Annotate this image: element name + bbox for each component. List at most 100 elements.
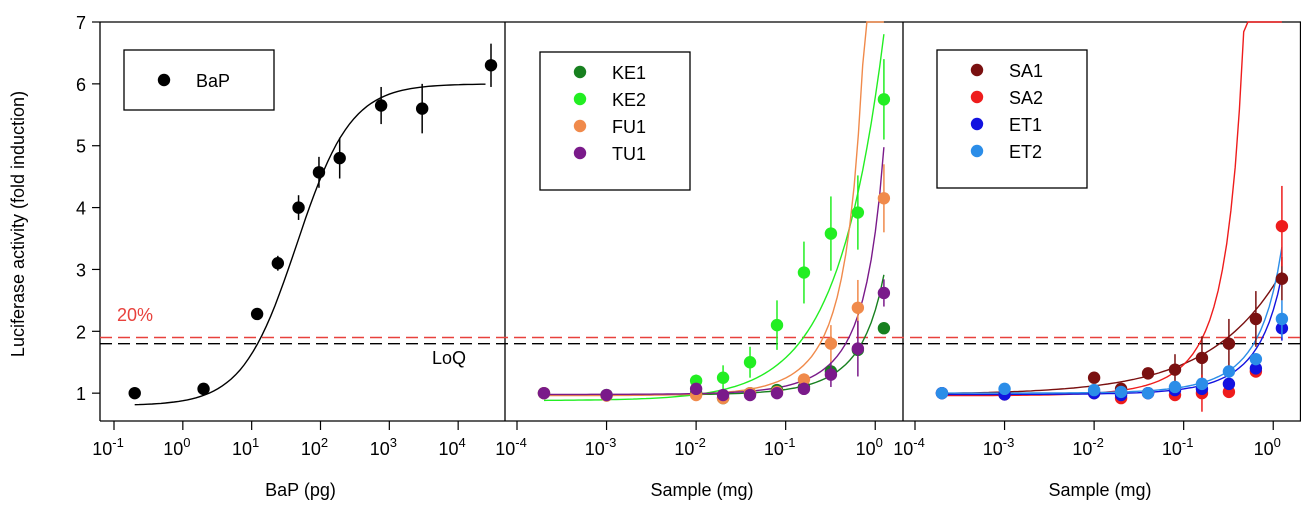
data-point-fu1 [851, 301, 865, 314]
data-point-et2 [1222, 365, 1236, 378]
legend-marker-tu1 [573, 146, 587, 160]
data-point-et2 [1275, 312, 1289, 326]
legend-label-ke1: KE1 [612, 63, 646, 83]
x-axis-title: Sample (mg) [1048, 480, 1151, 500]
data-point-tu1 [824, 368, 838, 381]
threshold-lines [100, 336, 1301, 345]
loq-label: LoQ [432, 348, 466, 368]
data-point-tu1 [877, 286, 891, 300]
legend-label-et1: ET1 [1009, 115, 1042, 135]
x-tick-label: 101 [232, 435, 259, 459]
legend-label-tu1: TU1 [612, 144, 646, 164]
data-point-sa2 [1275, 219, 1289, 233]
legend-label-ke2: KE2 [612, 90, 646, 110]
y-tick-label: 6 [76, 75, 86, 95]
data-point-fu1 [877, 192, 891, 205]
x-axis-title: Sample (mg) [650, 480, 753, 500]
x-tick-label: 10-1 [764, 435, 796, 459]
data-point-ke2 [743, 356, 757, 369]
data-point-sa1 [1195, 351, 1209, 365]
data-point-et2 [1114, 385, 1128, 399]
legend-box [936, 49, 1088, 189]
data-point-et2 [935, 386, 949, 400]
axes: 1 2 3 4 5 6 7 10-1 100 101 102 103 104 BaP (pg) 10-4 10… [76, 13, 1281, 500]
data-point-et1 [1249, 362, 1263, 375]
data-point-tu1 [716, 388, 730, 402]
data-point-bap [333, 151, 346, 165]
data-point-tu1 [537, 386, 551, 400]
data-point-et2 [1249, 352, 1263, 366]
data-point-bap [271, 257, 285, 270]
data-point-ke2 [716, 371, 730, 384]
data-points [128, 43, 1289, 412]
legend-marker-ke2 [573, 92, 587, 106]
x-tick-label: 100 [1254, 435, 1281, 459]
data-point-sa1 [1249, 312, 1263, 326]
data-point-ke2 [770, 318, 784, 332]
data-point-tu1 [770, 386, 784, 400]
legend-marker-et1 [970, 117, 984, 131]
data-point-et1 [1222, 377, 1236, 391]
data-point-ke2 [824, 227, 838, 240]
data-point-sa1 [1168, 363, 1182, 376]
data-point-tu1 [851, 342, 865, 355]
fit-curves [134, 21, 1283, 406]
data-point-ke1 [877, 322, 891, 335]
x-tick-label: 103 [370, 435, 397, 459]
x-tick-label: 10-2 [1072, 435, 1104, 459]
x-axis-title: BaP (pg) [265, 480, 336, 500]
x-tick-label: 10-4 [893, 435, 925, 459]
legend-marker-fu1 [573, 119, 587, 133]
legend-label-et2: ET2 [1009, 142, 1042, 162]
legend-marker-sa2 [970, 90, 984, 104]
x-tick-label: 100 [856, 435, 883, 459]
data-point-et2 [998, 382, 1011, 396]
data-point-et2 [1195, 377, 1209, 391]
x-tick-label: 100 [163, 435, 190, 459]
data-point-bap [374, 99, 388, 112]
legend-box [539, 51, 691, 191]
data-point-bap [484, 59, 498, 72]
y-tick-label: 3 [76, 260, 86, 280]
x-tick-label: 10-3 [585, 435, 617, 459]
legend-label-sa2: SA2 [1009, 88, 1043, 108]
x-tick-label: 10-4 [495, 435, 527, 459]
x-tick-label: 102 [301, 435, 328, 459]
x-tick-label: 10-1 [1162, 435, 1194, 459]
legend-marker-ke1 [573, 65, 587, 79]
legend-box [123, 49, 275, 111]
data-point-bap [197, 382, 210, 396]
data-point-et2 [1141, 386, 1155, 400]
data-point-tu1 [600, 388, 613, 402]
data-point-ke2 [877, 93, 891, 106]
threshold-label: 20% [117, 305, 153, 325]
data-point-tu1 [797, 382, 811, 396]
legend-marker-bap [157, 73, 171, 87]
data-point-tu1 [689, 382, 703, 396]
data-point-bap [250, 307, 264, 321]
x-tick-label: 10-3 [983, 435, 1015, 459]
data-point-et2 [1168, 380, 1182, 394]
legend-label-sa1: SA1 [1009, 61, 1043, 81]
legend-label-fu1: FU1 [612, 117, 646, 137]
data-point-ke2 [851, 206, 865, 219]
y-axis-title: Luciferase activity (fold induction) [8, 91, 28, 357]
data-point-tu1 [743, 388, 757, 402]
x-tick-label: 10-1 [92, 435, 124, 459]
data-point-et2 [1087, 383, 1101, 397]
legend-marker-et2 [970, 144, 984, 158]
data-point-fu1 [824, 337, 838, 350]
legend-marker-sa1 [970, 63, 984, 77]
data-point-bap [312, 166, 326, 179]
data-point-fu1 [797, 373, 811, 386]
data-point-sa1 [1222, 337, 1236, 350]
x-tick-label: 10-2 [674, 435, 706, 459]
data-point-bap [292, 201, 305, 214]
y-tick-label: 4 [76, 199, 86, 219]
fit-curve-bap [134, 83, 486, 406]
data-point-sa1 [1087, 371, 1101, 384]
x-tick-label: 104 [439, 435, 466, 459]
data-point-sa1 [1141, 367, 1155, 380]
y-tick-label: 7 [76, 13, 86, 33]
